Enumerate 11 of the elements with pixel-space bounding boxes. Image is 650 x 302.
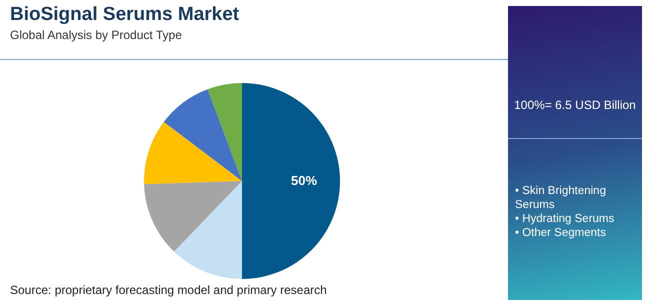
- data-label: 50%: [290, 173, 318, 188]
- source-note: Source: proprietary forecasting model and primary research: [10, 283, 327, 297]
- side-panel: 100%= 6.5 USD Billion • Skin Brightening Serums • Hydrating Serums • Other Segments: [508, 6, 642, 300]
- pie-slice: [164, 89, 242, 181]
- chart-title: BioSignal Serums Market: [10, 4, 240, 26]
- pie-slice: [174, 181, 242, 279]
- pie-slice: [144, 122, 242, 184]
- pie-slice: [144, 181, 242, 252]
- chart-subtitle: Global Analysis by Product Type: [10, 28, 182, 42]
- pie-slice: [242, 83, 340, 279]
- pie-slice: [208, 83, 242, 181]
